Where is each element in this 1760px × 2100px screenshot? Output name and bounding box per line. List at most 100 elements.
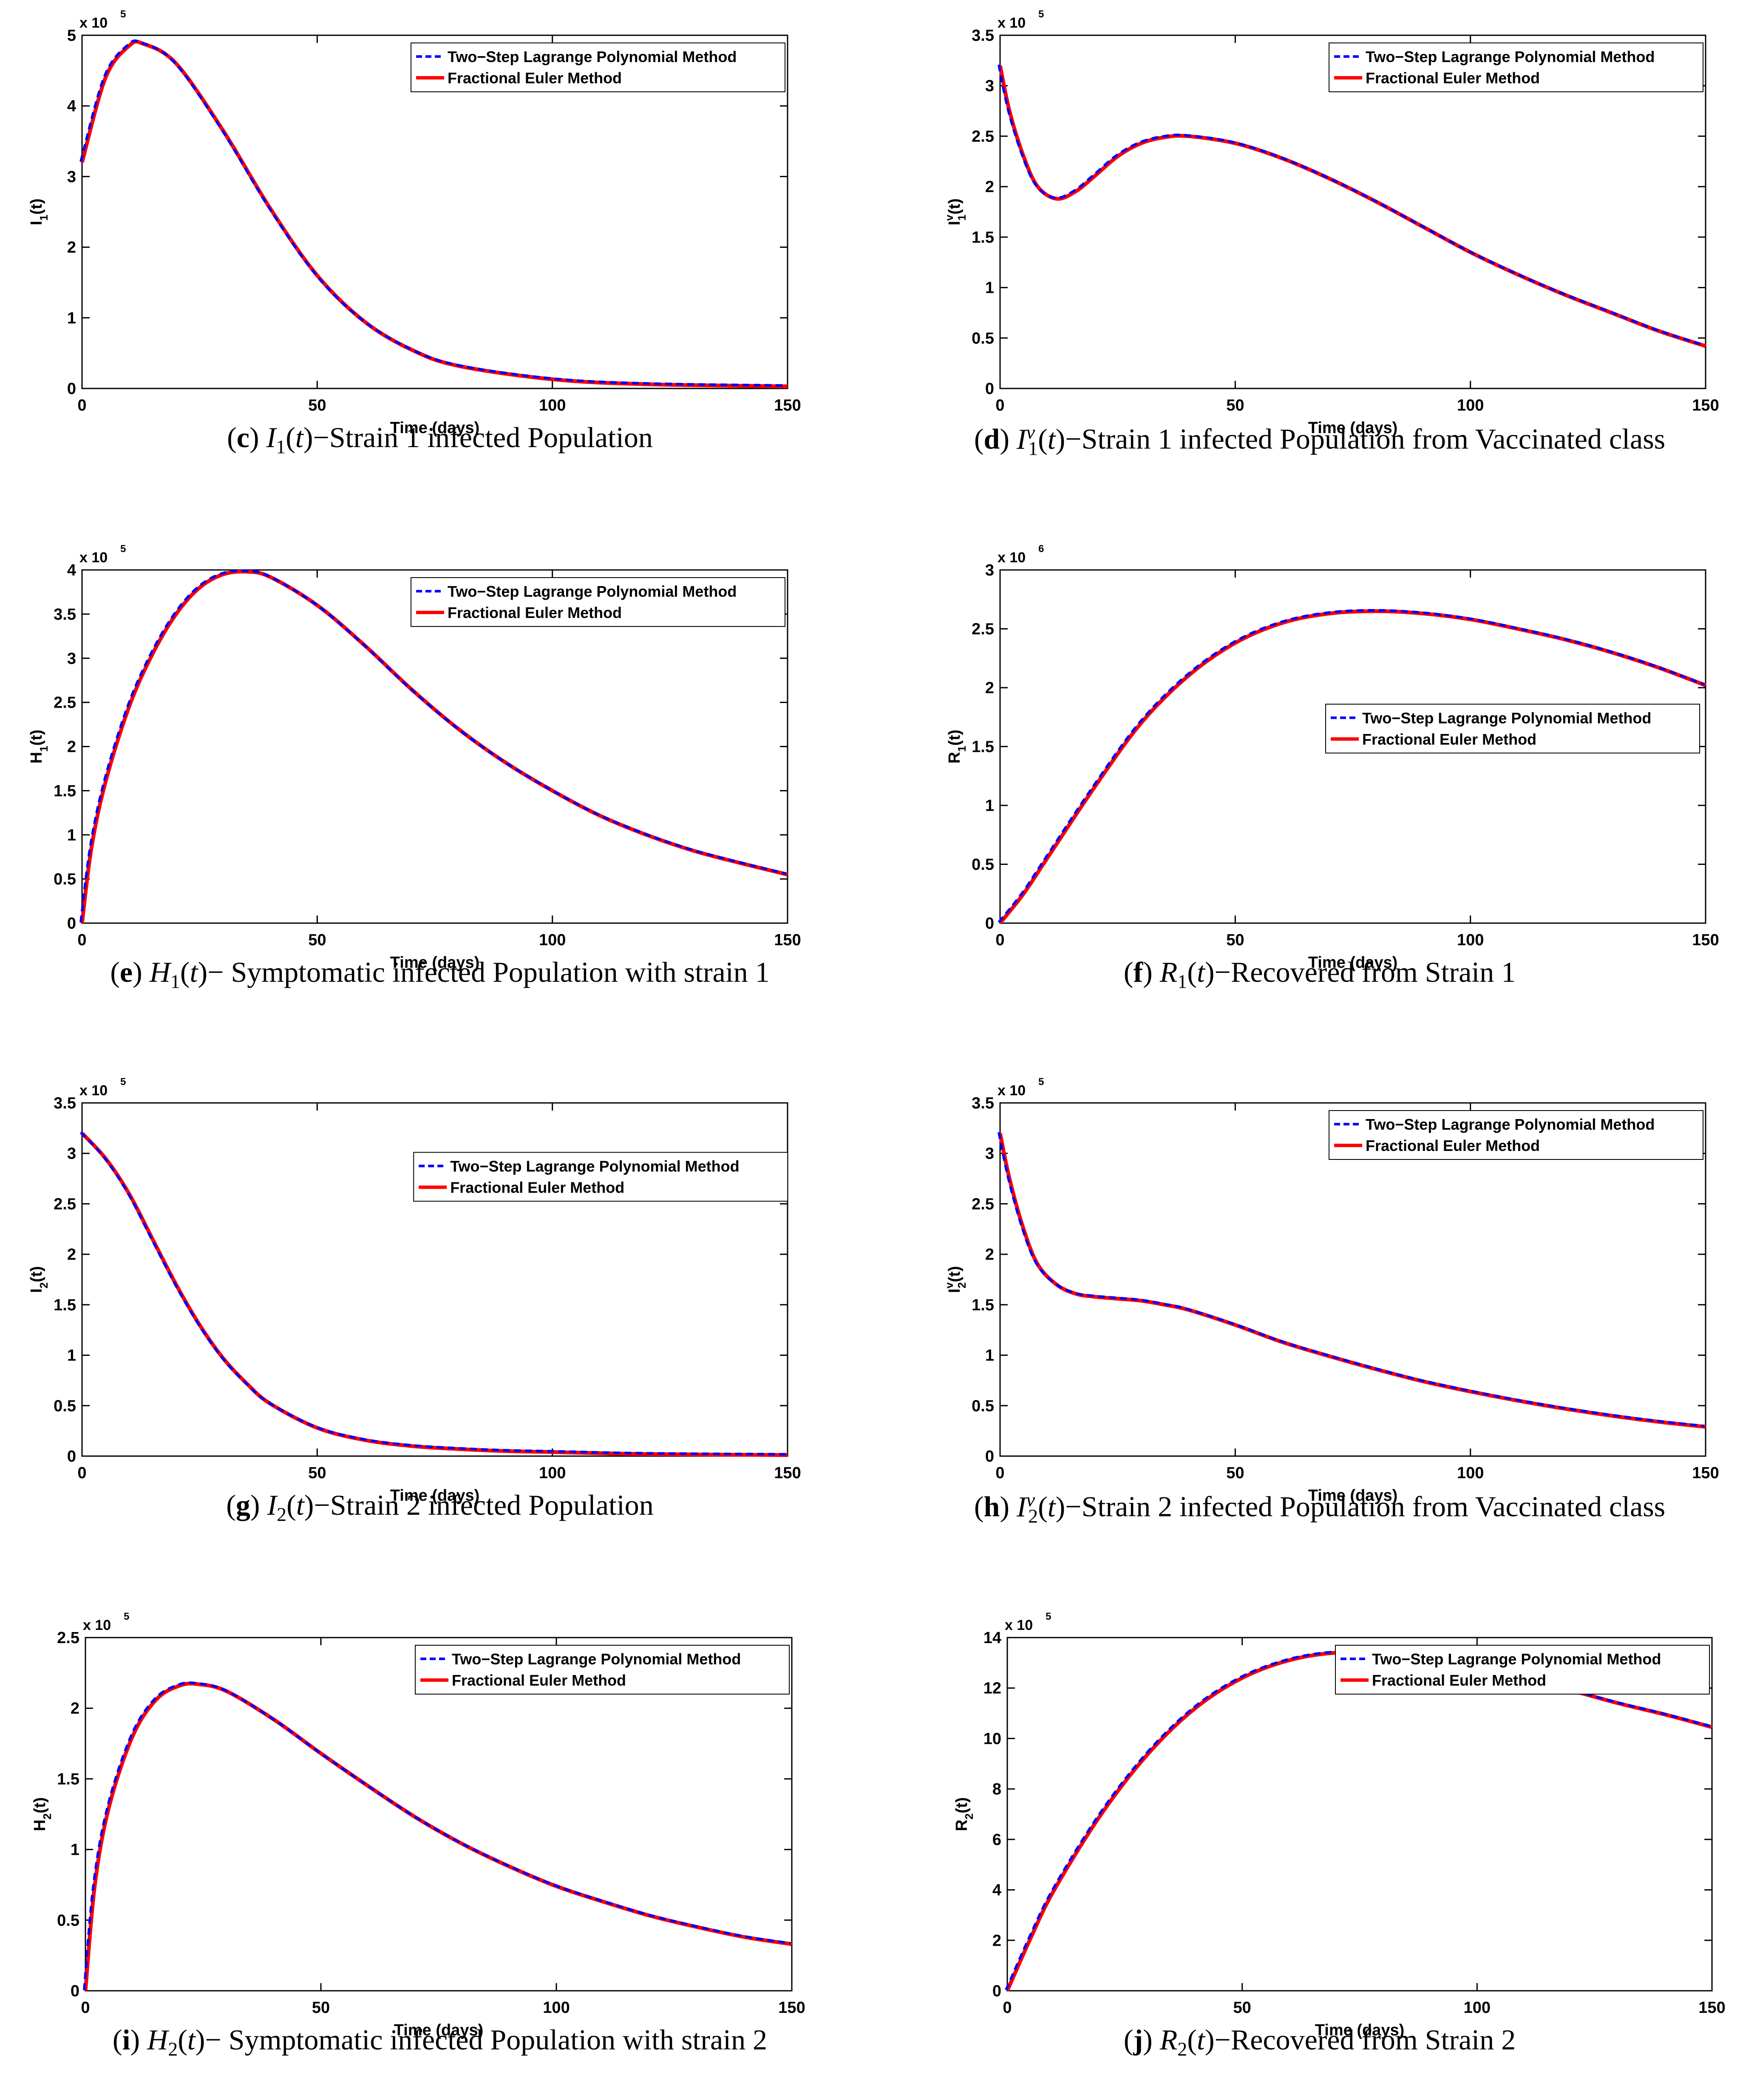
y-tick-label: 2 <box>71 1700 79 1717</box>
y-tick-label: 4 <box>67 561 76 579</box>
legend-box <box>415 1645 790 1695</box>
y-label-sub: 1 <box>955 215 968 221</box>
y-label-sub: 2 <box>41 1814 54 1819</box>
y-tick-label: 0 <box>985 1448 994 1465</box>
legend-label-tslp: Two−Step Lagrange Polynomial Method <box>1362 709 1651 727</box>
panel-caption-h: (h) Iv2(t)−Strain 2 infected Population … <box>880 1488 1760 1527</box>
y-multiplier-exponent: 5 <box>120 1076 126 1088</box>
caption-symbol: I1(t) <box>266 421 313 458</box>
x-tick-label: 0 <box>995 1464 1004 1482</box>
y-multiplier-exponent: 5 <box>120 9 126 20</box>
y-label-main: R <box>953 1819 971 1831</box>
y-multiplier: x 10 <box>1005 1617 1033 1633</box>
y-label-tail: (t) <box>31 1797 49 1814</box>
x-tick-label: 100 <box>539 1464 566 1482</box>
y-multiplier-exponent: 6 <box>1038 543 1044 555</box>
legend: Two−Step Lagrange Polynomial Method Fract… <box>413 1152 788 1202</box>
y-tick-label: 1 <box>67 1347 76 1365</box>
x-tick-label: 0 <box>81 1999 90 2017</box>
y-label-sub: 1 <box>37 215 50 221</box>
y-tick-label: 2 <box>992 1932 1001 1950</box>
y-axis-label: R2(t) <box>953 1797 975 1831</box>
x-tick-label: 0 <box>77 397 86 414</box>
x-tick-label: 100 <box>1457 1464 1484 1482</box>
legend-box <box>411 577 785 627</box>
y-tick-label: 1 <box>67 309 76 327</box>
caption-symbol: H1(t) <box>149 956 208 992</box>
y-tick-label: 1 <box>71 1841 79 1859</box>
panel-caption-i: (i) H2(t)− Symptomatic infected Populati… <box>0 2023 880 2060</box>
legend-label-tslp: Two−Step Lagrange Polynomial Method <box>1366 1116 1655 1133</box>
x-tick-label: 150 <box>1692 931 1719 949</box>
y-multiplier-exponent: 5 <box>124 1611 129 1622</box>
caption-label: (e) <box>110 956 150 988</box>
y-label-tail: (t) <box>28 730 45 746</box>
y-axis-label: I1(t) <box>28 198 50 225</box>
legend: Two−Step Lagrange Polynomial Method Fract… <box>415 1645 790 1695</box>
y-tick-label: 2 <box>67 738 76 756</box>
y-axis-label: H2(t) <box>31 1797 54 1831</box>
y-tick-label: 2 <box>985 679 994 697</box>
y-axis-label: Iv1(t) <box>943 198 968 225</box>
y-tick-label: 2.5 <box>972 1195 994 1213</box>
legend-label-feuler: Fractional Euler Method <box>448 69 622 87</box>
x-tick-label: 150 <box>774 1464 801 1482</box>
y-label-sup: v <box>943 215 955 221</box>
caption-label: (d) <box>974 422 1017 455</box>
y-label-main: I <box>946 221 964 226</box>
y-tick-label: 3.5 <box>972 1094 994 1112</box>
x-tick-label: 0 <box>995 397 1004 414</box>
x-tick-label: 100 <box>1457 931 1484 949</box>
y-multiplier: x 10 <box>998 550 1026 566</box>
y-tick-label: 0 <box>992 1982 1001 2000</box>
series-line-tslp <box>998 609 1705 923</box>
y-tick-label: 1.5 <box>972 738 994 756</box>
y-tick-label: 3 <box>985 561 994 579</box>
caption-symbol: H2(t) <box>147 2023 205 2060</box>
plot-frame <box>81 569 788 924</box>
x-tick-label: 50 <box>1226 1464 1244 1482</box>
legend-label-tslp: Two−Step Lagrange Polynomial Method <box>450 1157 739 1175</box>
y-tick-label: 3 <box>985 1145 994 1163</box>
legend-box <box>411 43 785 92</box>
x-axis-label: Time (days) <box>390 419 479 437</box>
y-tick-label: 0.5 <box>54 870 76 888</box>
y-tick-label: 1.5 <box>54 782 76 800</box>
y-tick-label: 2.5 <box>972 621 994 638</box>
y-tick-label: 1 <box>985 279 994 297</box>
y-label-sub: 2 <box>37 1282 50 1288</box>
legend-label-feuler: Fractional Euler Method <box>1372 1672 1546 1689</box>
y-label-main: I <box>28 221 45 225</box>
legend-label-feuler: Fractional Euler Method <box>1362 731 1536 748</box>
x-axis-label: Time (days) <box>390 954 479 972</box>
y-tick-label: 4 <box>992 1882 1001 1899</box>
panel-caption-g: (g) I2(t)−Strain 2 infected Population <box>0 1488 880 1526</box>
x-tick-label: 100 <box>543 1999 570 2017</box>
caption-symbol: R2(t) <box>1159 2023 1215 2060</box>
y-tick-label: 3.5 <box>54 606 76 623</box>
caption-symbol: I2(t) <box>267 1489 314 1525</box>
y-axis-label: R1(t) <box>946 730 968 764</box>
y-multiplier: x 10 <box>79 550 108 566</box>
x-tick-label: 150 <box>1698 1999 1725 2017</box>
caption-text: −Strain 1 infected Population <box>313 421 653 453</box>
x-tick-label: 100 <box>539 397 566 414</box>
y-tick-label: 4 <box>67 97 76 115</box>
y-axis-label: H1(t) <box>28 730 50 764</box>
caption-text: −Strain 1 infected Population from Vacci… <box>1065 422 1666 455</box>
caption-text: −Recovered from Strain 2 <box>1214 2023 1516 2056</box>
y-tick-label: 6 <box>992 1831 1001 1849</box>
legend-box <box>1325 703 1700 754</box>
y-label-tail: (t) <box>28 198 45 215</box>
chart-panel-d: 0 50 100 150 0 0.5 1 1.5 2 2.5 3 3.5x 10 5 Time (days… <box>943 9 1719 437</box>
legend-label-feuler: Fractional Euler Method <box>1366 69 1540 87</box>
y-tick-label: 1.5 <box>57 1770 79 1788</box>
caption-label: (j) <box>1123 2023 1160 2056</box>
y-tick-label: 0 <box>985 915 994 932</box>
x-tick-label: 50 <box>1226 397 1244 414</box>
y-tick-label: 8 <box>992 1780 1001 1798</box>
y-tick-label: 0.5 <box>57 1912 79 1930</box>
